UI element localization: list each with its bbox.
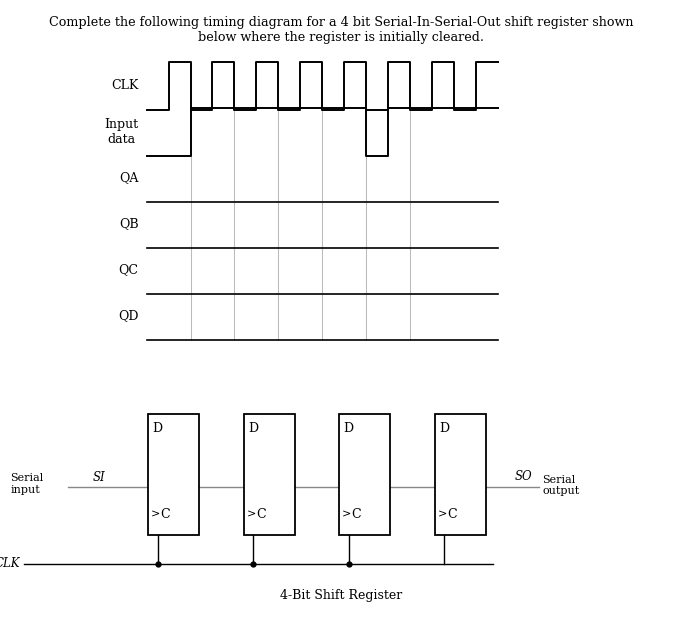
Text: CLK: CLK (111, 80, 138, 92)
Text: C: C (447, 508, 457, 521)
Text: SO: SO (515, 471, 533, 483)
Bar (340, 414, 390, 535)
Text: >: > (438, 510, 447, 520)
Text: >: > (151, 510, 160, 520)
Text: 4-Bit Shift Register: 4-Bit Shift Register (280, 589, 402, 602)
Text: Input
data: Input data (104, 118, 138, 146)
Text: D: D (439, 422, 449, 434)
Text: QA: QA (119, 171, 138, 184)
Text: QC: QC (119, 263, 138, 276)
Bar (244, 414, 295, 535)
Text: D: D (152, 422, 162, 434)
Text: SI: SI (93, 471, 106, 484)
Text: D: D (248, 422, 258, 434)
Text: >: > (247, 510, 256, 520)
Text: Serial
output: Serial output (542, 475, 580, 496)
Text: QD: QD (118, 309, 138, 322)
Text: CLK: CLK (0, 557, 20, 570)
Text: D: D (344, 422, 353, 434)
Text: below where the register is initially cleared.: below where the register is initially cl… (198, 31, 484, 43)
Text: C: C (352, 508, 361, 521)
Bar (435, 414, 486, 535)
Text: >: > (342, 510, 351, 520)
Text: Serial
input: Serial input (10, 473, 44, 495)
Text: Complete the following timing diagram for a 4 bit Serial-In-Serial-Out shift reg: Complete the following timing diagram fo… (48, 16, 634, 29)
Text: QB: QB (119, 217, 138, 230)
Text: C: C (161, 508, 170, 521)
Bar (149, 414, 200, 535)
Text: C: C (256, 508, 266, 521)
